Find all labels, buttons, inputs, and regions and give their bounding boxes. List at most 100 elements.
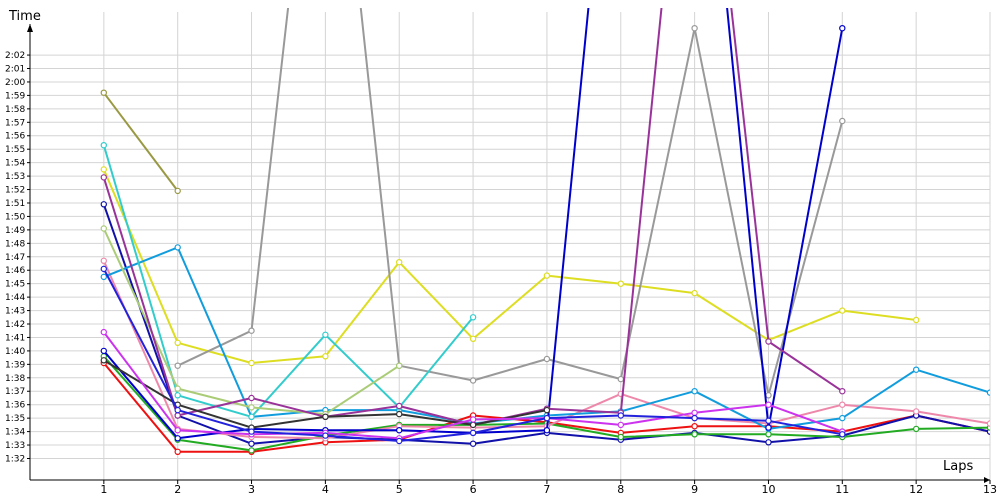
data-point — [986, 389, 990, 396]
data-point — [913, 316, 920, 324]
data-point — [765, 417, 772, 424]
data-point — [469, 314, 477, 321]
y-tick-label: 1:35 — [5, 414, 25, 424]
x-tick-label: 8 — [617, 483, 624, 496]
y-tick-label: 1:41 — [5, 333, 25, 343]
y-tick-label: 1:49 — [5, 226, 25, 236]
data-point — [839, 117, 846, 125]
data-point — [322, 413, 329, 420]
data-point — [765, 392, 772, 399]
axes: 1 2 3 4 5 6 7 8 9 10 11 12 131:321:331:341:351:361:3… — [5, 24, 997, 496]
data-point — [174, 187, 181, 195]
data-point — [691, 414, 698, 422]
x-tick-label: 9 — [691, 483, 698, 496]
data-point — [839, 414, 846, 422]
data-point — [839, 401, 846, 408]
y-tick-label: 1:38 — [5, 374, 25, 384]
x-axis-title: Laps — [943, 459, 973, 474]
data-point — [174, 385, 181, 392]
x-tick-label: 4 — [322, 483, 329, 496]
data-point — [691, 25, 698, 32]
y-tick-label: 1:47 — [5, 253, 25, 263]
series-5 — [174, 8, 846, 399]
x-tick-label: 11 — [835, 483, 849, 496]
data-point — [617, 433, 625, 441]
y-tick-label: 1:36 — [5, 401, 25, 411]
y-tick-label: 1:48 — [5, 239, 25, 249]
data-point — [396, 410, 403, 418]
data-point — [617, 280, 625, 287]
y-tick-label: 1:50 — [5, 212, 25, 222]
data-point — [174, 362, 181, 369]
data-point — [469, 377, 477, 384]
series-14 — [100, 265, 846, 445]
x-tick-label: 7 — [543, 483, 550, 496]
grid — [30, 12, 991, 480]
data-point — [617, 412, 625, 419]
data-point — [617, 375, 625, 383]
data-point — [396, 259, 403, 266]
data-point — [839, 307, 846, 314]
y-tick-label: 1:37 — [5, 387, 25, 397]
y-tick-label: 1:40 — [5, 347, 25, 357]
data-point — [248, 428, 255, 435]
y-tick-label: 1:51 — [5, 199, 25, 209]
data-point — [617, 421, 625, 429]
x-tick-label: 3 — [248, 483, 255, 496]
data-point — [174, 244, 181, 251]
data-point — [248, 327, 255, 334]
data-point — [543, 414, 551, 422]
data-point — [100, 201, 108, 208]
data-point — [100, 273, 108, 281]
data-point — [100, 89, 108, 96]
y-tick-label: 1:59 — [5, 91, 25, 101]
data-point — [100, 328, 108, 336]
data-point — [765, 424, 772, 431]
data-point — [765, 401, 772, 408]
data-point — [174, 406, 181, 414]
y-tick-label: 1:42 — [5, 320, 25, 330]
data-point — [469, 421, 477, 429]
data-point — [839, 388, 846, 395]
data-point — [913, 408, 920, 415]
data-point — [174, 339, 181, 346]
x-tick-label: 13 — [983, 483, 997, 496]
x-tick-label: 5 — [396, 483, 403, 496]
y-tick-label: 1:46 — [5, 266, 25, 276]
y-tick-label: 1:44 — [5, 293, 25, 303]
y-axis-title: Time — [8, 9, 41, 24]
x-tick-label: 2 — [174, 483, 181, 496]
y-tick-label: 2:01 — [5, 65, 25, 75]
data-point — [691, 431, 698, 438]
data-point — [322, 432, 329, 439]
data-point — [174, 392, 181, 399]
data-point — [765, 338, 772, 345]
y-tick-label: 1:58 — [5, 105, 25, 115]
data-point — [100, 225, 108, 232]
data-point — [839, 25, 846, 32]
data-point — [174, 448, 181, 455]
data-point — [396, 402, 403, 410]
data-point — [396, 437, 403, 445]
data-point — [691, 289, 698, 297]
data-point — [396, 362, 403, 369]
x-tick-label: 10 — [761, 483, 775, 496]
x-tick-label: 12 — [909, 483, 923, 496]
data-point — [469, 335, 477, 342]
x-tick-label: 1 — [100, 483, 107, 496]
data-point — [174, 412, 181, 419]
data-point — [469, 416, 477, 423]
y-tick-label: 1:39 — [5, 360, 25, 370]
series-line — [103, 92, 179, 192]
data-point — [174, 435, 181, 442]
data-point — [174, 427, 181, 434]
data-point — [100, 257, 108, 264]
series-lines — [100, 8, 990, 455]
data-point — [100, 347, 108, 355]
y-tick-label: 1:43 — [5, 307, 25, 317]
y-tick-label: 1:57 — [5, 118, 25, 128]
data-point — [248, 413, 255, 420]
data-point — [248, 394, 255, 402]
data-point — [322, 331, 329, 338]
